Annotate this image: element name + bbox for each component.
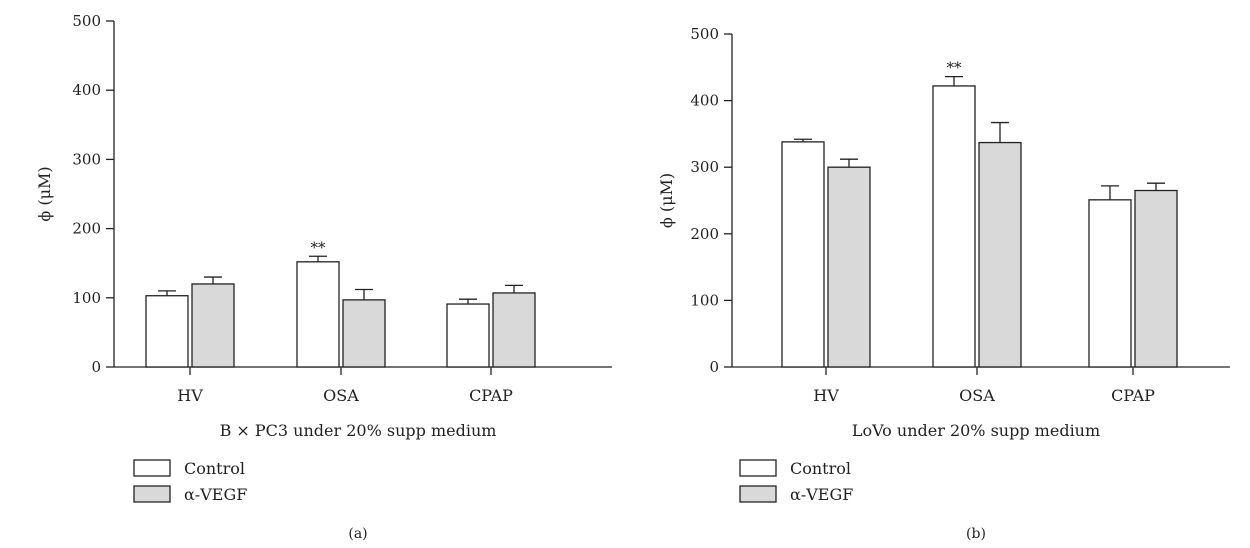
x-category-label: CPAP xyxy=(1111,386,1155,405)
legend-swatch-alpha-vegf xyxy=(739,485,777,503)
significance-marker: ** xyxy=(947,59,963,77)
y-tick-label: 400 xyxy=(72,81,101,99)
bar-alpha-vegf-cpap xyxy=(1134,189,1178,368)
y-tick-label: 0 xyxy=(91,358,101,376)
x-axis-label: LoVo under 20% supp medium xyxy=(852,421,1100,440)
bar-control-osa xyxy=(932,85,976,368)
bar-alpha-vegf-hv xyxy=(191,283,235,368)
bar-alpha-vegf-hv xyxy=(827,166,871,368)
x-axis-label: B × PC3 under 20% supp medium xyxy=(220,421,497,440)
bar-alpha-vegf-osa xyxy=(978,141,1022,368)
legend-swatch-alpha-vegf xyxy=(133,485,171,503)
y-tick-label: 400 xyxy=(690,92,719,110)
chart-panel-b: 0 100 200 300 400 500 ϕ (μM) HV OSA CPAP ** LoVo un… xyxy=(657,25,1230,542)
panel-label: (a) xyxy=(348,526,367,542)
bar-control-osa xyxy=(296,261,340,368)
bar-control-hv xyxy=(145,295,189,368)
y-tick-label: 500 xyxy=(72,12,101,30)
bar-control-hv xyxy=(781,141,825,368)
legend-label-alpha-vegf: α-VEGF xyxy=(184,485,247,504)
bar-alpha-vegf-osa xyxy=(342,299,386,368)
x-category-label: HV xyxy=(177,386,203,405)
y-tick-label: 100 xyxy=(690,291,719,309)
legend-label-alpha-vegf: α-VEGF xyxy=(790,485,853,504)
x-category-label: HV xyxy=(813,386,839,405)
x-category-label: OSA xyxy=(323,386,359,405)
legend-label-control: Control xyxy=(184,459,245,478)
y-tick-label: 0 xyxy=(709,358,719,376)
significance-marker: ** xyxy=(311,238,327,256)
y-tick-label: 500 xyxy=(690,25,719,43)
legend-label-control: Control xyxy=(790,459,851,478)
y-tick-label: 200 xyxy=(690,225,719,243)
y-axis-label: ϕ (μM) xyxy=(657,173,676,228)
legend-swatch-control xyxy=(133,459,171,477)
bar-control-cpap xyxy=(1088,199,1132,368)
bar-control-cpap xyxy=(446,303,490,368)
y-tick-label: 300 xyxy=(72,150,101,168)
y-tick-label: 300 xyxy=(690,158,719,176)
y-tick-label: 100 xyxy=(72,289,101,307)
y-tick-label: 200 xyxy=(72,220,101,238)
chart-panel-a: 0 100 200 300 400 500 ϕ (μM) HV OSA CPAP ** B × PC3… xyxy=(35,12,612,542)
legend-swatch-control xyxy=(739,459,777,477)
x-category-label: CPAP xyxy=(469,386,513,405)
y-axis-label: ϕ (μM) xyxy=(35,166,54,221)
x-category-label: OSA xyxy=(959,386,995,405)
panel-label: (b) xyxy=(966,526,986,542)
bar-alpha-vegf-cpap xyxy=(492,292,536,368)
